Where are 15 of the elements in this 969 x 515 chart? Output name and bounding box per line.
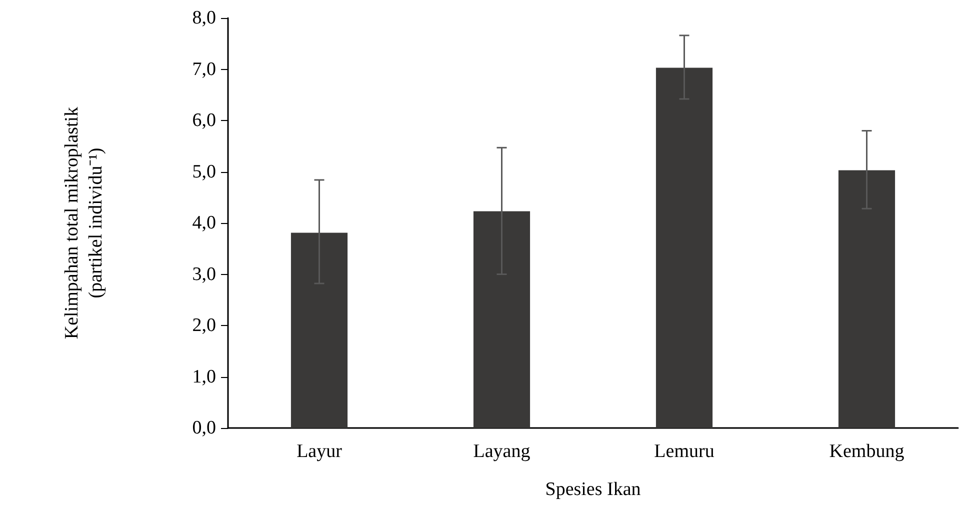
y-tick-label: 7,0 [192,58,216,80]
y-tick-label: 6,0 [192,110,216,131]
x-tick-label: Lemuru [654,441,715,462]
y-tick-label: 2,0 [192,315,216,336]
y-tick-label: 0,0 [192,418,216,438]
y-tick-label: 5,0 [192,161,216,182]
x-tick-label: Kembung [829,441,905,462]
y-axis-title: Kelimpahan total mikroplastik (partikel individu⁻¹) [62,106,106,340]
x-axis-title: Spesies Ikan [545,479,642,500]
y-tick-label: 1,0 [192,366,216,388]
y-tick-label: 8,0 [192,8,216,28]
x-tick-label: Layang [473,441,531,462]
x-tick-label: Layur [296,441,343,462]
y-tick-label: 4,0 [192,212,216,234]
y-tick-label: 3,0 [192,264,216,285]
